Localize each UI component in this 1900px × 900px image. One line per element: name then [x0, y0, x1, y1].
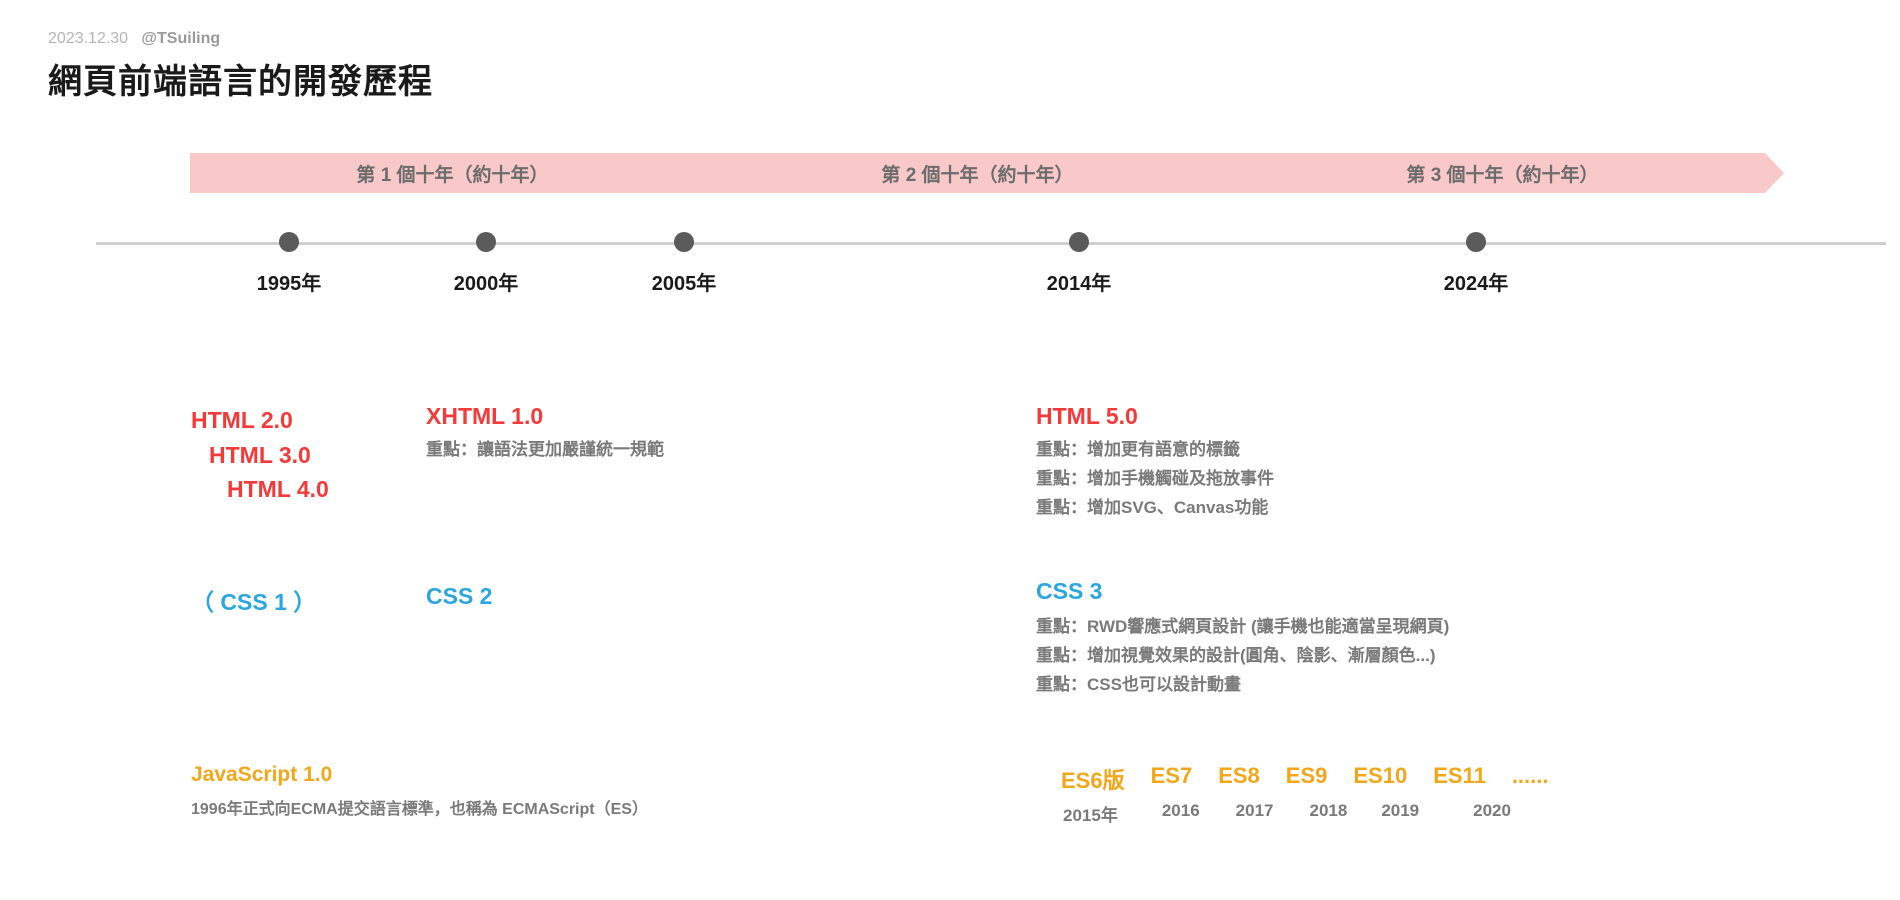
es-block-2014: ES6版 ES7 ES8 ES9 ES10 ES11 ...... 2015年 … — [1061, 763, 1549, 826]
es-year-2016: 2016 — [1162, 801, 1200, 826]
timeline-year-1995: 1995年 — [257, 267, 322, 296]
timeline-dot-1995 — [279, 232, 299, 252]
es-year-2019: 2019 — [1381, 801, 1419, 826]
es-year-2017: 2017 — [1236, 801, 1274, 826]
xhtml-block-2000: XHTML 1.0 重點：讓語法更加嚴謹統一規範 — [426, 403, 664, 465]
decade-arrow-1: 第 1 個十年（約十年） — [190, 153, 715, 193]
meta-handle: @TSuiling — [141, 30, 220, 47]
html-3-0-label: HTML 3.0 — [209, 438, 329, 473]
timeline-year-2024: 2024年 — [1444, 267, 1509, 296]
es-item-10: ES10 — [1353, 763, 1407, 795]
meta-date: 2023.12.30 — [48, 30, 128, 47]
html-4-0-label: HTML 4.0 — [227, 472, 329, 507]
js-1-0-label: JavaScript 1.0 — [191, 763, 871, 787]
timeline-dot-2024 — [1466, 232, 1486, 252]
html5-desc-3: 重點：增加SVG、Canvas功能 — [1036, 494, 1274, 523]
timeline-dot-2014 — [1069, 232, 1089, 252]
es-items-row: ES6版 ES7 ES8 ES9 ES10 ES11 ...... — [1061, 763, 1549, 795]
css3-desc-2: 重點：增加視覺效果的設計(圓角、陰影、漸層顏色...) — [1036, 642, 1449, 671]
page-title: 網頁前端語言的開發歷程 — [48, 54, 1900, 103]
timeline-line — [96, 242, 1886, 245]
timeline-year-2014: 2014年 — [1047, 267, 1112, 296]
css1-block-1995: （ CSS 1 ） — [191, 583, 316, 617]
timeline-year-2005: 2005年 — [652, 267, 717, 296]
html-2-0-label: HTML 2.0 — [191, 403, 329, 438]
es-item-8: ES8 — [1218, 763, 1260, 795]
timeline-dot-2005 — [674, 232, 694, 252]
es-year-2018: 2018 — [1309, 801, 1347, 826]
slide-container: 2023.12.30 @TSuiling 網頁前端語言的開發歷程 第 1 個十年… — [0, 0, 1900, 900]
xhtml-1-0-label: XHTML 1.0 — [426, 403, 664, 430]
es-years-row: 2015年 2016 2017 2018 2019 2020 — [1061, 801, 1549, 826]
es-year-2015: 2015年 — [1063, 801, 1118, 826]
html5-0-label: HTML 5.0 — [1036, 403, 1274, 430]
html5-desc-2: 重點：增加手機觸碰及拖放事件 — [1036, 465, 1274, 494]
js-desc-1995: 1996年正式向ECMA提交語言標準，也稱為 ECMAScript（ES） — [191, 795, 871, 819]
decade-arrow-3: 第 3 個十年（約十年） — [1240, 153, 1765, 193]
es-item-6: ES6版 — [1061, 763, 1125, 795]
css-3-label: CSS 3 — [1036, 578, 1449, 605]
es-item-more: ...... — [1512, 763, 1549, 795]
es-year-2020: 2020 — [1473, 801, 1511, 826]
decade-arrow-band: 第 1 個十年（約十年） 第 2 個十年（約十年） 第 3 個十年（約十年） — [190, 153, 1765, 193]
css-1-label: （ CSS 1 ） — [191, 583, 316, 617]
html5-block-2014: HTML 5.0 重點：增加更有語意的標籤 重點：增加手機觸碰及拖放事件 重點：… — [1036, 403, 1274, 523]
es-item-9: ES9 — [1286, 763, 1328, 795]
decade-arrow-2: 第 2 個十年（約十年） — [715, 153, 1240, 193]
html5-desc-1: 重點：增加更有語意的標籤 — [1036, 436, 1274, 465]
es-item-7: ES7 — [1151, 763, 1193, 795]
css-2-label: CSS 2 — [426, 583, 492, 610]
css3-block-2014: CSS 3 重點：RWD響應式網頁設計 (讓手機也能適當呈現網頁) 重點：增加視… — [1036, 578, 1449, 700]
es-item-11: ES11 — [1433, 763, 1486, 795]
js-block-1995: JavaScript 1.0 1996年正式向ECMA提交語言標準，也稱為 EC… — [191, 763, 871, 819]
timeline-dot-2000 — [476, 232, 496, 252]
css2-block-2000: CSS 2 — [426, 583, 492, 610]
html-versions-1995: HTML 2.0 HTML 3.0 HTML 4.0 — [191, 403, 329, 507]
meta-line: 2023.12.30 @TSuiling — [48, 30, 1900, 48]
timeline-year-2000: 2000年 — [454, 267, 519, 296]
css3-desc-1: 重點：RWD響應式網頁設計 (讓手機也能適當呈現網頁) — [1036, 613, 1449, 642]
css3-desc-3: 重點：CSS也可以設計動畫 — [1036, 671, 1449, 700]
xhtml-desc-2000: 重點：讓語法更加嚴謹統一規範 — [426, 436, 664, 465]
timeline-row: 1995年 2000年 2005年 2014年 2024年 — [96, 233, 1900, 253]
